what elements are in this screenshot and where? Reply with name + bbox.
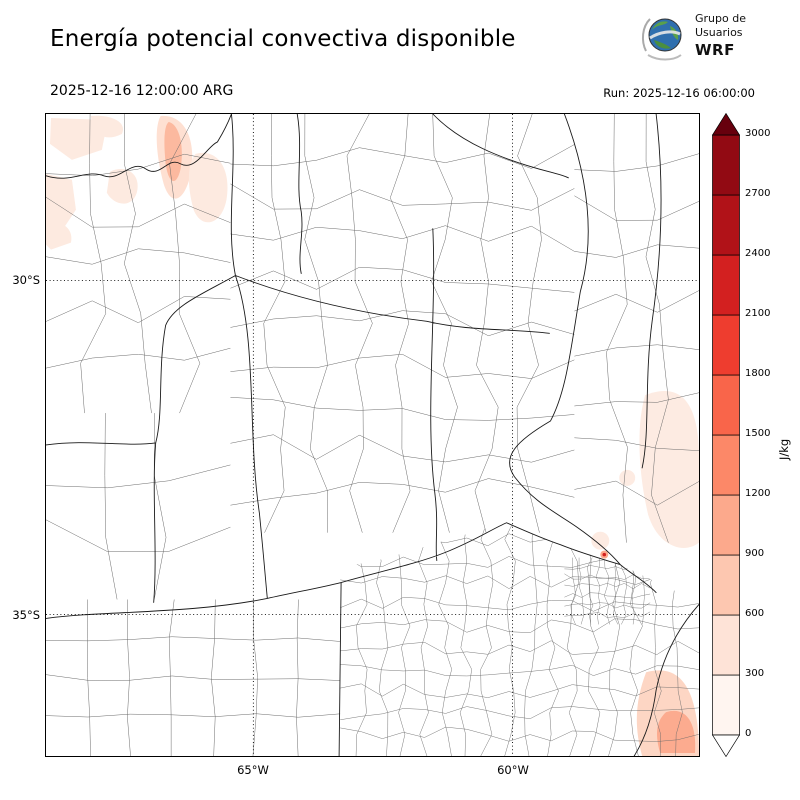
colorbar-tick: 2700 <box>745 188 771 199</box>
colorbar-tick: 3000 <box>745 128 771 139</box>
province-boundaries <box>46 114 699 756</box>
x-tick-60w: 60°W <box>497 763 529 777</box>
logo-line-2: Usuarios <box>695 26 743 40</box>
figure-title: Energía potencial convectiva disponible <box>50 26 516 52</box>
colorbar-unit-label: J/kg <box>777 438 791 460</box>
logo-line-3: WRF <box>695 40 735 59</box>
run-time-label: Run: 2025-12-16 06:00:00 <box>603 86 755 100</box>
wrf-logo: Grupo de Usuarios WRF <box>638 10 746 62</box>
colorbar-tick: 1800 <box>745 368 771 379</box>
colorbar-tick: 1200 <box>745 488 771 499</box>
colorbar-tick: 2400 <box>745 248 771 259</box>
logo-line-1: Grupo de <box>695 11 746 25</box>
valid-time-label: 2025-12-16 12:00:00 ARG <box>50 83 234 99</box>
colorbar-tick: 1500 <box>745 428 771 439</box>
colorbar <box>712 113 740 757</box>
colorbar-tick: 300 <box>745 668 765 679</box>
y-tick-30s: 30°S <box>12 273 40 287</box>
cape-shading-low <box>46 115 699 756</box>
wrf-logo-text: Grupo de Usuarios WRF <box>695 12 746 60</box>
x-tick-65w: 65°W <box>237 763 269 777</box>
colorbar-tick: 600 <box>745 608 765 619</box>
wrf-globe-icon <box>641 18 682 61</box>
department-boundaries <box>46 114 699 756</box>
colorbar-tick: 0 <box>745 728 752 739</box>
colorbar-tick: 2100 <box>745 308 771 319</box>
graticule-dotted <box>46 114 699 756</box>
colorbar-tick: 900 <box>745 548 765 559</box>
y-tick-35s: 35°S <box>12 608 40 622</box>
map-canvas <box>46 114 699 756</box>
map-panel <box>45 113 700 757</box>
